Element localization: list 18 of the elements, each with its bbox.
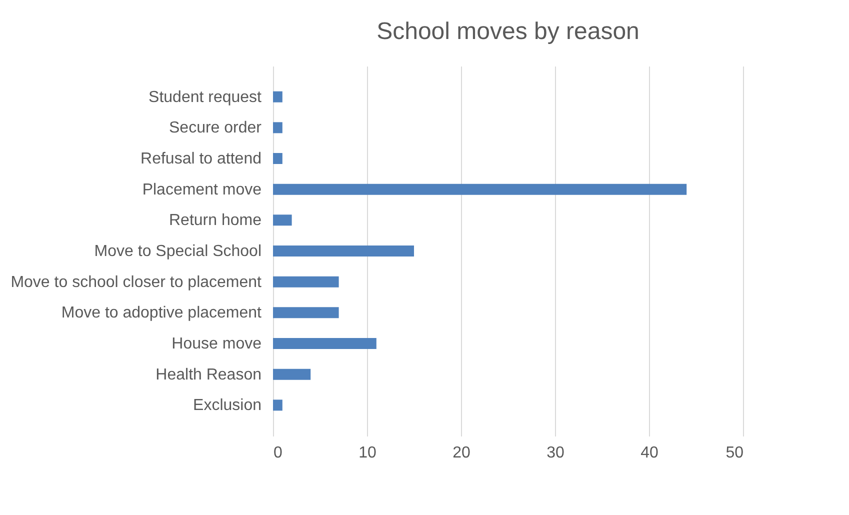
x-tick-label: 10 [358, 444, 376, 462]
y-tick-label: Student request [148, 88, 262, 106]
x-tick-label: 50 [726, 444, 744, 462]
x-tick-label: 30 [546, 444, 564, 462]
y-tick-label: Secure order [169, 120, 262, 137]
x-tick-label: 20 [452, 444, 470, 462]
y-tick-label: House move [172, 336, 262, 352]
y-tick-label: Move to Special School [94, 243, 262, 260]
x-tick-label: 40 [640, 444, 658, 462]
y-tick-label: Refusal to attend [140, 150, 262, 168]
y-tick-label: Move to school closer to placement [10, 274, 262, 291]
y-tick-label: Exclusion [193, 397, 262, 414]
x-tick-label: 0 [274, 444, 282, 462]
y-tick-label: Return home [169, 212, 262, 230]
chart-title: School moves by reason [376, 18, 640, 45]
y-tick-label: Placement move [142, 181, 262, 198]
y-tick-label: Move to adoptive placement [61, 304, 262, 322]
y-tick-label: Health Reason [156, 366, 262, 384]
